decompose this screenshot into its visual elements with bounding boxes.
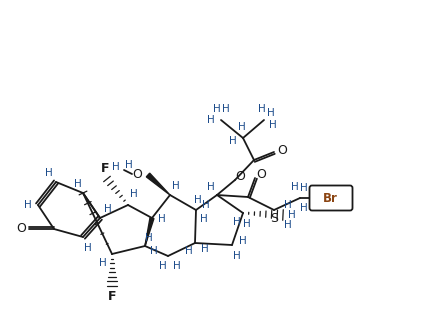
Text: H: H (207, 182, 215, 192)
Text: H: H (288, 210, 296, 220)
Text: H: H (222, 104, 230, 114)
Text: H: H (284, 220, 292, 230)
Text: H: H (269, 120, 277, 130)
Text: H: H (159, 261, 167, 271)
Text: Br: Br (323, 191, 338, 204)
Text: H: H (239, 236, 247, 246)
Text: H: H (200, 214, 208, 224)
Text: H: H (229, 136, 237, 146)
Text: H: H (258, 104, 266, 114)
Polygon shape (145, 218, 154, 246)
Text: H: H (233, 217, 241, 227)
Text: H: H (74, 179, 82, 189)
Text: H: H (24, 200, 32, 210)
Text: O: O (277, 143, 287, 156)
Text: H: H (284, 200, 292, 210)
Text: H: H (145, 233, 153, 243)
Text: H: H (213, 104, 221, 114)
Text: O: O (132, 168, 142, 181)
Text: H: H (243, 219, 251, 229)
Text: O: O (235, 170, 245, 183)
Text: H: H (84, 243, 92, 253)
Text: H: H (45, 168, 53, 178)
Text: F: F (108, 289, 116, 302)
Text: H: H (202, 200, 210, 210)
Text: H: H (233, 251, 241, 261)
Text: H: H (291, 182, 299, 192)
Text: F: F (101, 162, 109, 176)
Text: H: H (207, 115, 215, 125)
Text: H: H (172, 181, 180, 191)
Text: H: H (112, 162, 120, 172)
Text: H: H (158, 214, 166, 224)
Text: H: H (300, 203, 308, 213)
FancyBboxPatch shape (310, 185, 352, 211)
Text: H: H (130, 189, 138, 199)
Text: O: O (16, 223, 26, 236)
Text: H: H (267, 108, 275, 118)
Text: H: H (150, 246, 158, 256)
Text: H: H (300, 183, 308, 193)
Polygon shape (146, 173, 170, 195)
Text: H: H (201, 244, 209, 254)
Text: H: H (99, 258, 107, 268)
Text: H: H (125, 160, 133, 170)
Text: H: H (173, 261, 181, 271)
Text: H: H (194, 195, 202, 205)
Text: H: H (104, 204, 112, 214)
Text: O: O (256, 168, 266, 181)
Text: S: S (270, 212, 278, 225)
Text: H: H (238, 122, 246, 132)
Text: H: H (185, 246, 193, 256)
